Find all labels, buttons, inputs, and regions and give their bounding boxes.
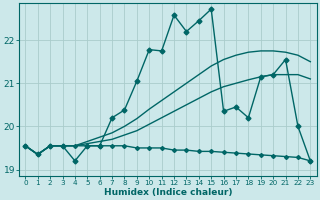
X-axis label: Humidex (Indice chaleur): Humidex (Indice chaleur)	[104, 188, 232, 197]
